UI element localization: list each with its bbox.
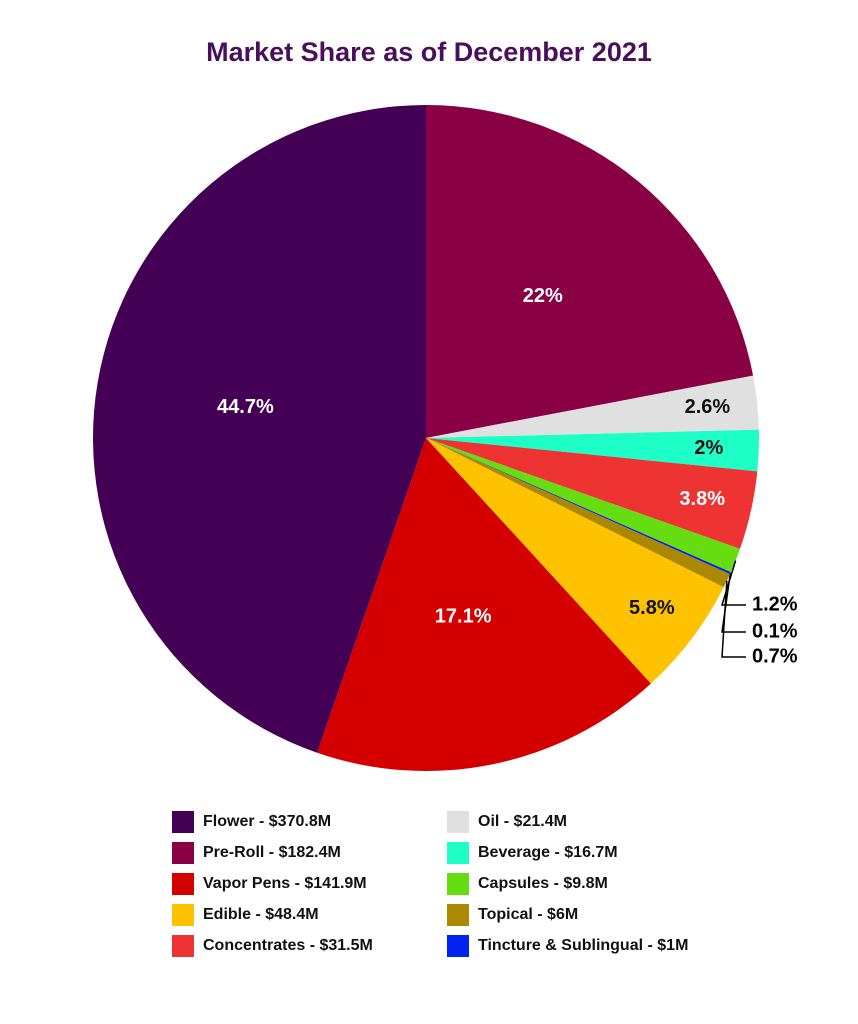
legend-swatch: [172, 873, 194, 895]
legend-swatch: [447, 904, 469, 926]
leader-line: [721, 573, 746, 633]
pie-slice: [426, 438, 724, 684]
legend-swatch: [172, 904, 194, 926]
pie-slice: [93, 105, 426, 753]
pie-slice: [317, 438, 651, 771]
legend-label: Concentrates - $31.5M: [203, 937, 373, 954]
pie-slice: [426, 438, 730, 588]
legend-swatch: [172, 811, 194, 833]
legend-swatch: [447, 842, 469, 864]
data-label: 17.1%: [435, 606, 492, 628]
legend-label: Capsules - $9.8M: [478, 875, 608, 892]
legend-label: Pre-Roll - $182.4M: [203, 844, 341, 861]
pie-slice: [426, 375, 759, 438]
chart-title: Market Share as of December 2021: [206, 37, 652, 67]
legend-label: Beverage - $16.7M: [478, 844, 618, 861]
legend-label: Vapor Pens - $141.9M: [203, 875, 367, 892]
data-label: 22%: [523, 285, 563, 307]
legend-label: Edible - $48.4M: [203, 906, 319, 923]
pie-slice: [426, 429, 760, 472]
pie-slice: [426, 105, 754, 438]
data-label: 1.2%: [752, 593, 798, 615]
data-label: 5.8%: [629, 597, 675, 619]
data-label: 3.8%: [679, 488, 725, 510]
legend-swatch: [447, 811, 469, 833]
data-label: 44.7%: [217, 396, 274, 418]
legend-swatch: [447, 873, 469, 895]
pie-slice: [426, 438, 741, 573]
leader-line: [721, 580, 746, 658]
data-label: 0.7%: [752, 645, 798, 667]
legend-label: Flower - $370.8M: [203, 813, 331, 830]
legend-label: Tincture & Sublingual - $1M: [478, 937, 688, 954]
pie-slice: [426, 438, 758, 549]
legend-swatch: [172, 935, 194, 957]
legend-swatch: [447, 935, 469, 957]
data-label: 2.6%: [685, 396, 731, 418]
legend-swatch: [172, 842, 194, 864]
legend-label: Topical - $6M: [478, 906, 578, 923]
legend-label: Oil - $21.4M: [478, 813, 567, 830]
data-label: 2%: [694, 437, 723, 459]
leader-line: [720, 560, 746, 606]
data-label: 0.1%: [752, 620, 798, 642]
pie-slice: [426, 438, 731, 575]
